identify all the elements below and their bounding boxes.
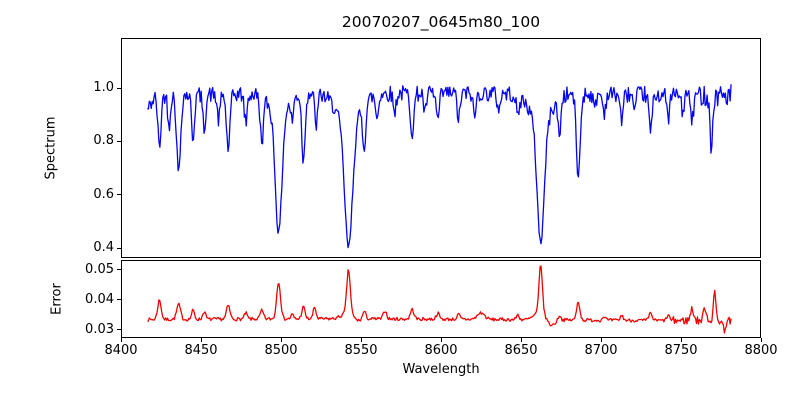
spectrum-y-tick-label: 1.0 bbox=[93, 80, 114, 95]
spectrum-panel-frame bbox=[121, 38, 761, 258]
spectrum-y-tick-mark bbox=[117, 194, 121, 196]
error-y-tick-label: 0.05 bbox=[85, 261, 114, 277]
x-tick-mark bbox=[440, 338, 442, 342]
x-tick-mark bbox=[760, 338, 762, 342]
spectrum-y-tick-label: 0.4 bbox=[93, 240, 114, 255]
spectrum-y-tick-mark bbox=[117, 140, 121, 142]
x-tick-mark bbox=[200, 338, 202, 342]
error-y-tick-mark bbox=[117, 299, 121, 301]
x-tick-label: 8700 bbox=[584, 343, 618, 358]
error-y-tick-mark bbox=[117, 329, 121, 331]
spectrum-y-tick-label: 0.6 bbox=[93, 186, 114, 202]
x-tick-label: 8450 bbox=[184, 343, 218, 358]
x-tick-mark bbox=[360, 338, 362, 342]
error-y-tick-label: 0.04 bbox=[85, 291, 114, 307]
spectrum-y-tick-label: 0.8 bbox=[93, 133, 114, 149]
spectrum-y-tick-mark bbox=[117, 247, 121, 249]
error-y-tick-label: 0.03 bbox=[85, 321, 114, 337]
x-tick-mark bbox=[520, 338, 522, 342]
x-tick-mark bbox=[680, 338, 682, 342]
x-axis-label: Wavelength bbox=[402, 362, 480, 377]
x-tick-label: 8800 bbox=[744, 343, 778, 358]
x-tick-label: 8500 bbox=[264, 343, 298, 358]
x-tick-label: 8750 bbox=[664, 343, 698, 358]
y-axis-label-spectrum: Spectrum bbox=[43, 116, 59, 180]
error-panel-frame bbox=[121, 260, 761, 338]
x-tick-mark bbox=[600, 338, 602, 342]
y-axis-label-error: Error bbox=[49, 283, 65, 315]
x-tick-label: 8400 bbox=[104, 343, 138, 358]
x-tick-mark bbox=[280, 338, 282, 342]
x-tick-label: 8550 bbox=[344, 343, 378, 358]
error-y-tick-mark bbox=[117, 269, 121, 271]
x-tick-label: 8650 bbox=[504, 343, 538, 358]
x-tick-label: 8600 bbox=[424, 343, 458, 358]
chart-title: 20070207_0645m80_100 bbox=[341, 13, 541, 31]
x-tick-mark bbox=[120, 338, 122, 342]
spectrum-y-tick-mark bbox=[117, 87, 121, 89]
